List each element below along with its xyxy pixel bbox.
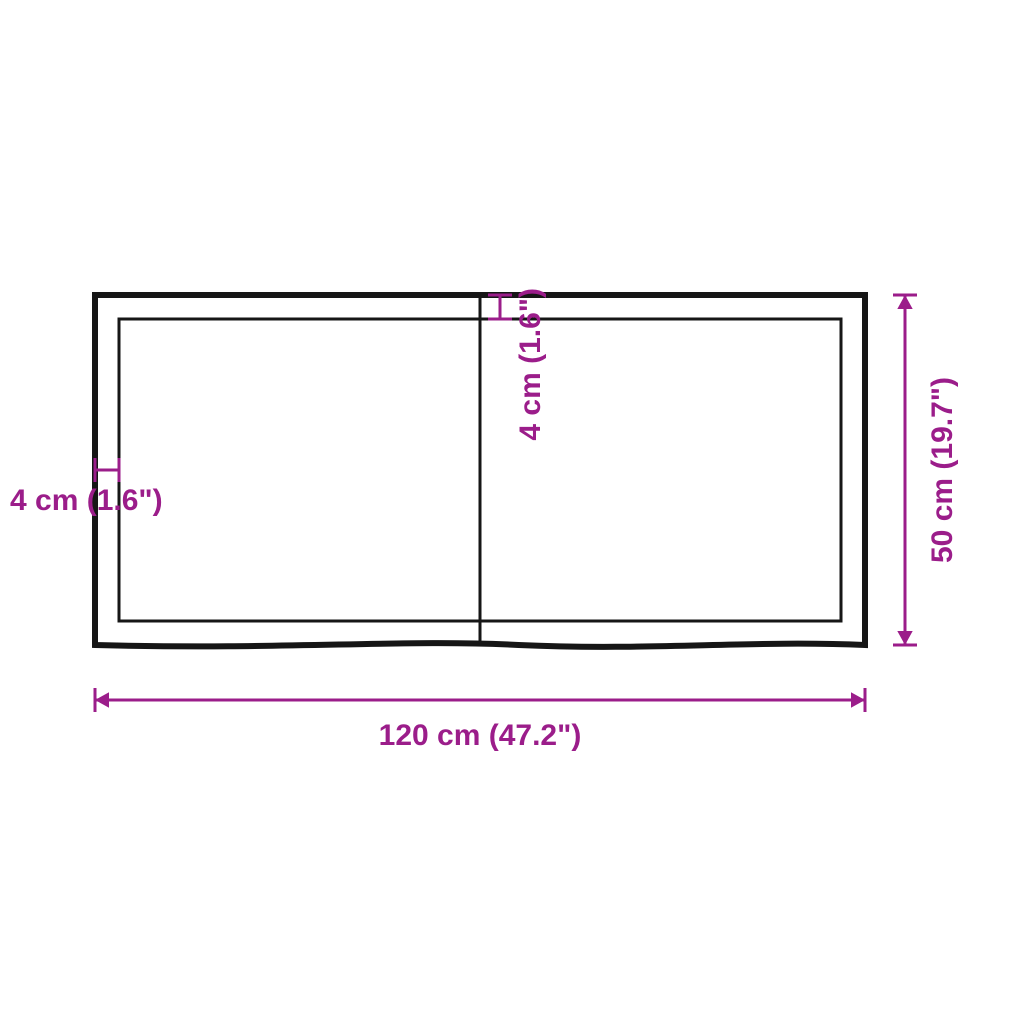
- dim-height-label: 50 cm (19.7"): [926, 377, 959, 563]
- dim-width-label: 120 cm (47.2"): [379, 719, 582, 752]
- arrowhead: [851, 692, 865, 707]
- arrowhead: [897, 295, 912, 309]
- arrowhead: [897, 631, 912, 645]
- dim-frame-top-label: 4 cm (1.6"): [514, 288, 547, 441]
- dim-frame-left-label: 4 cm (1.6"): [10, 484, 163, 517]
- arrowhead: [95, 692, 109, 707]
